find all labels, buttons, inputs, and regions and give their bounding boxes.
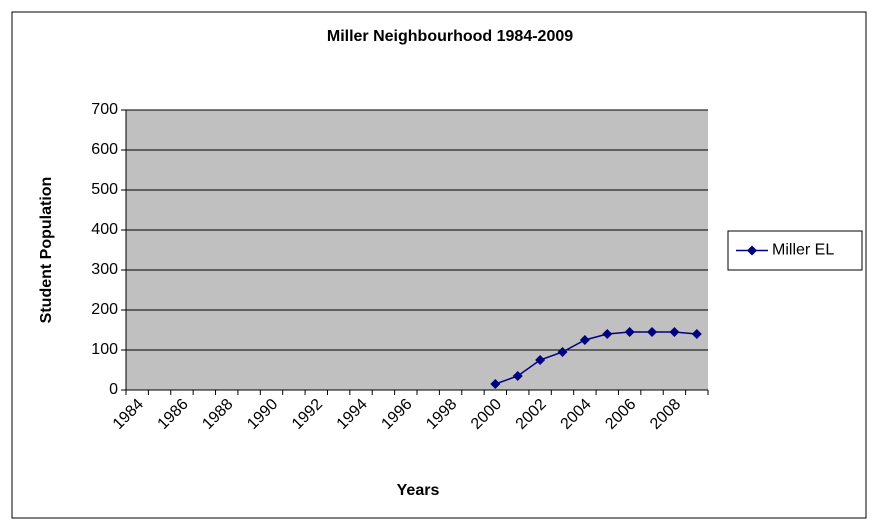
x-axis-label: Years (397, 482, 440, 499)
plot-area (126, 110, 708, 390)
y-tick-label: 500 (91, 181, 118, 198)
marker (557, 347, 568, 357)
legend-marker (747, 245, 757, 256)
y-tick-label: 100 (91, 341, 118, 358)
series-line (495, 331, 697, 385)
marker (602, 329, 613, 339)
y-tick-label: 200 (91, 301, 118, 318)
y-tick-label: 400 (91, 221, 118, 238)
y-tick-label: 700 (91, 101, 118, 118)
chart-title: Miller Neighbourhood 1984-2009 (327, 28, 573, 45)
marker (535, 355, 546, 365)
marker (669, 327, 680, 337)
marker (490, 379, 501, 389)
y-tick-label: 0 (109, 381, 118, 398)
y-tick-label: 600 (91, 141, 118, 158)
marker (691, 329, 702, 339)
y-axis-label: Student Population (38, 177, 55, 324)
legend-label: Miller EL (772, 242, 834, 259)
marker (624, 327, 635, 337)
marker (647, 327, 658, 337)
marker (579, 335, 590, 345)
marker (512, 371, 523, 381)
y-tick-label: 300 (91, 261, 118, 278)
